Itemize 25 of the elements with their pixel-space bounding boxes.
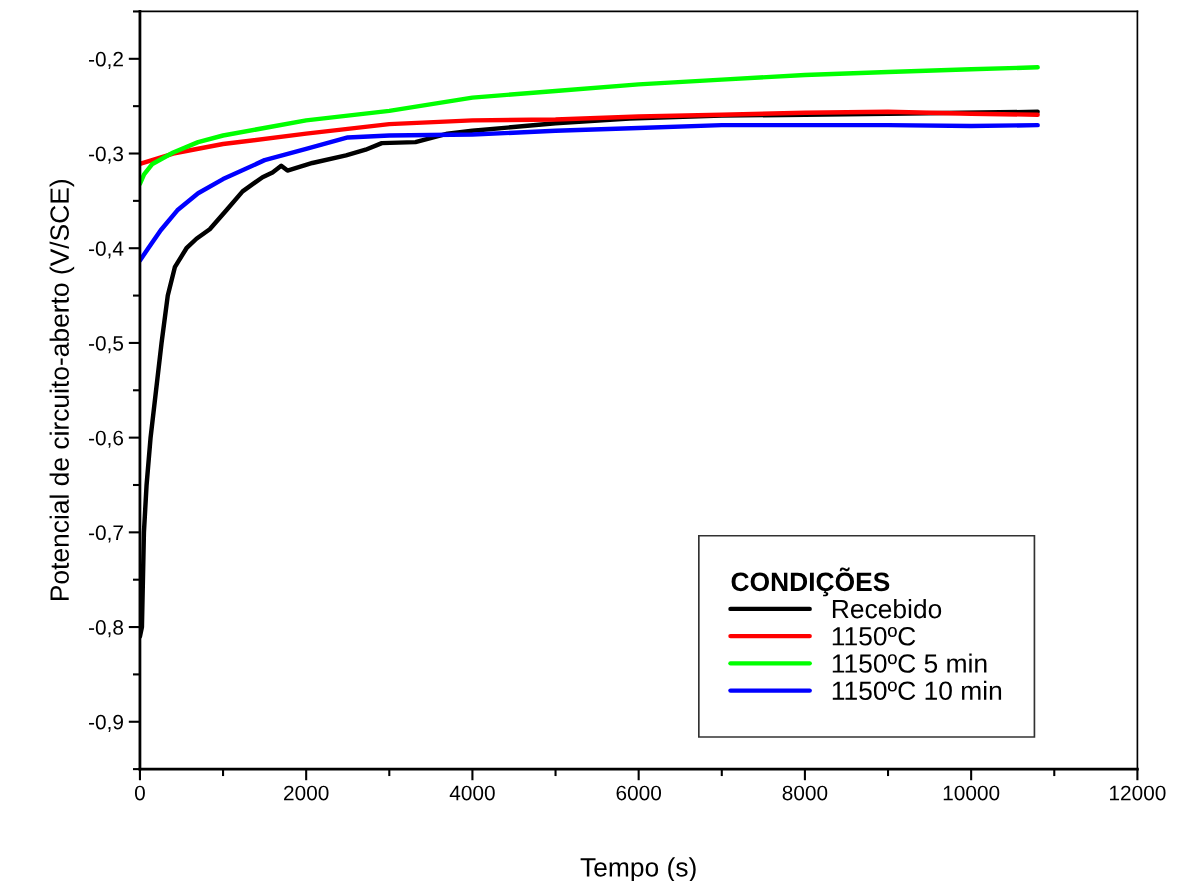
y-tick-label: -0,6 <box>88 430 124 448</box>
x-tick-label: 10000 <box>943 785 1000 801</box>
y-tick-label: -0,2 <box>88 51 123 70</box>
y-axis-title: Potencial de circuito-aberto (V/SCE) <box>49 179 75 601</box>
line-series <box>139 65 1040 187</box>
y-tick-label: -0,3 <box>88 146 124 164</box>
legend-label: Recebido <box>832 599 942 619</box>
x-tick-label: 6000 <box>616 785 662 801</box>
y-tick-label: -0,9 <box>88 714 123 732</box>
line-series <box>139 109 1040 167</box>
legend-label: 1150ºC <box>832 626 916 646</box>
y-tick-label: -0,4 <box>88 241 124 259</box>
line-series <box>139 122 1040 263</box>
x-axis-title: Tempo (s) <box>580 857 696 881</box>
y-tick-label: -0,5 <box>88 335 124 354</box>
legend-title: CONDIÇÕES <box>731 567 890 597</box>
legend-label: 1150ºC 10 min <box>832 680 1002 701</box>
y-tick-label: -0,8 <box>88 620 124 638</box>
x-tick-label: 8000 <box>782 785 828 801</box>
y-tick-label: -0,7 <box>88 525 123 543</box>
x-tick-label: 12000 <box>1110 785 1166 801</box>
x-tick-label: 2000 <box>284 785 329 801</box>
x-tick-label: 4000 <box>449 785 495 801</box>
legend-label: 1150ºC 5 min <box>832 653 987 673</box>
x-tick-label: 0 <box>134 785 145 801</box>
